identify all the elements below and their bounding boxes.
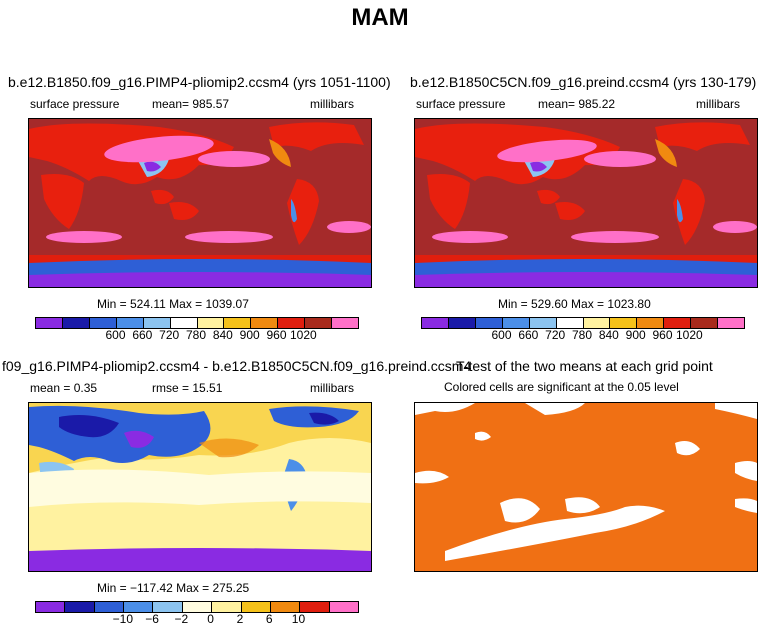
- panel3-rmse-label: rmse = 15.51: [152, 381, 223, 395]
- panel1-title: b.e12.B1850.f09_g16.PIMP4-pliomip2.ccsm4…: [8, 74, 391, 90]
- colorbar-swatch: [610, 318, 638, 328]
- page-title: MAM: [351, 4, 409, 31]
- colorbar-swatch: [224, 318, 252, 328]
- colorbar-tick-label: 2: [236, 612, 244, 626]
- colorbar-tick-label: 780: [571, 328, 593, 342]
- colorbar-tick-label: 960: [652, 328, 673, 342]
- colorbar-swatch: [153, 602, 183, 612]
- colorbar-swatch: [332, 318, 359, 328]
- colorbar-swatch: [36, 602, 66, 612]
- colorbar-tick-label: 900: [239, 328, 260, 342]
- colorbar-swatch: [124, 602, 154, 612]
- colorbar-swatch: [197, 318, 225, 328]
- colorbar-tick-label: 600: [491, 328, 512, 342]
- colorbar-swatch: [637, 318, 665, 328]
- panel3-title: f09_g16.PIMP4-pliomip2.ccsm4 - b.e12.B18…: [2, 358, 472, 374]
- colorbar-swatch: [278, 318, 306, 328]
- panel2-colorbar-labels: 600 660 720 780 840 900 960 1020: [421, 328, 743, 344]
- colorbar-tick-label: 660: [518, 328, 539, 342]
- panel2-title: b.e12.B1850C5CN.f09_g16.preind.ccsm4 (yr…: [410, 74, 757, 90]
- panel2-units-label: millibars: [696, 97, 741, 111]
- panel3-mean-label: mean = 0.35: [30, 381, 98, 395]
- panel1-variable-label: surface pressure: [30, 97, 120, 111]
- panel2-variable-label: surface pressure: [416, 97, 506, 111]
- panel4-title: T-test of the two means at each grid poi…: [456, 358, 713, 374]
- colorbar-tick-label: 900: [625, 328, 646, 342]
- colorbar-swatch: [422, 318, 449, 328]
- colorbar-tick-label: 960: [266, 328, 287, 342]
- panel4-map: [414, 402, 758, 572]
- colorbar-swatch: [300, 602, 330, 612]
- colorbar-tick-label: 840: [212, 328, 233, 342]
- panel1-units-label: millibars: [310, 97, 355, 111]
- panel1-stats: Min = 524.11 Max = 1039.07: [97, 297, 249, 311]
- colorbar-tick-label: −10: [112, 612, 133, 626]
- colorbar-swatch: [65, 602, 95, 612]
- panel2-mean-label: mean= 985.22: [538, 97, 616, 111]
- colorbar-tick-label: 660: [132, 328, 153, 342]
- colorbar-swatch: [182, 602, 213, 612]
- colorbar-tick-label: 6: [265, 612, 273, 626]
- panel2-stats: Min = 529.60 Max = 1023.80: [498, 297, 651, 311]
- colorbar-swatch: [556, 318, 584, 328]
- colorbar-swatch: [502, 318, 530, 328]
- colorbar-tick-label: 1020: [289, 328, 317, 342]
- panel3-map: [28, 402, 372, 572]
- colorbar-tick-label: 1020: [675, 328, 703, 342]
- colorbar-tick-label: 720: [545, 328, 566, 342]
- panel1-colorbar-labels: 600 660 720 780 840 900 960 1020: [35, 328, 357, 344]
- panel1-colorbar: [35, 317, 359, 329]
- colorbar-swatch: [448, 318, 476, 328]
- colorbar-swatch: [329, 602, 358, 612]
- colorbar-swatch: [691, 318, 719, 328]
- colorbar-swatch: [94, 602, 125, 612]
- colorbar-swatch: [241, 602, 271, 612]
- colorbar-swatch: [305, 318, 333, 328]
- colorbar-swatch: [718, 318, 745, 328]
- panel2-map: [414, 118, 758, 288]
- colorbar-tick-label: 780: [185, 328, 207, 342]
- colorbar-swatch: [475, 318, 503, 328]
- colorbar-swatch: [251, 318, 279, 328]
- panel1-map: [28, 118, 372, 288]
- colorbar-tick-label: 840: [598, 328, 619, 342]
- colorbar-tick-label: 600: [105, 328, 126, 342]
- panel2-colorbar: [421, 317, 745, 329]
- panel4-subtitle: Colored cells are significant at the 0.0…: [444, 380, 679, 394]
- colorbar-swatch: [529, 318, 557, 328]
- colorbar-swatch: [170, 318, 198, 328]
- colorbar-swatch: [62, 318, 90, 328]
- colorbar-swatch: [583, 318, 611, 328]
- panel1-mean-label: mean= 985.57: [152, 97, 230, 111]
- colorbar-tick-label: 0: [207, 612, 214, 626]
- colorbar-swatch: [116, 318, 144, 328]
- panel3-colorbar: [35, 601, 359, 613]
- colorbar-swatch: [143, 318, 171, 328]
- colorbar-swatch: [664, 318, 692, 328]
- panel3-colorbar-labels: −10 −6 −2 0 2 6 10: [35, 612, 357, 626]
- colorbar-tick-label: −6: [145, 612, 159, 626]
- colorbar-tick-label: 10: [291, 612, 306, 626]
- colorbar-swatch: [212, 602, 242, 612]
- colorbar-swatch: [89, 318, 117, 328]
- colorbar-tick-label: −2: [174, 612, 189, 626]
- colorbar-tick-label: 720: [159, 328, 180, 342]
- colorbar-swatch: [270, 602, 301, 612]
- panel3-stats: Min = −117.42 Max = 275.25: [97, 581, 250, 595]
- panel3-units-label: millibars: [310, 381, 355, 395]
- colorbar-swatch: [36, 318, 63, 328]
